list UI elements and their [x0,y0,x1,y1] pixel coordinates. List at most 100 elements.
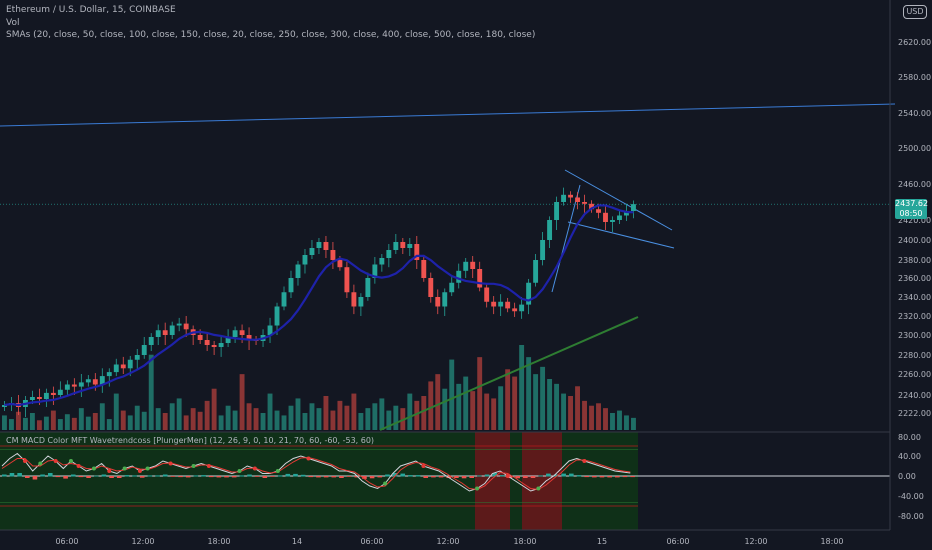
candle-body [134,355,140,360]
price-tick-label: 2580.00 [898,73,931,82]
volume-bar [365,408,371,430]
candle-body [274,306,280,326]
volume-bar [288,405,294,430]
time-tick-label: 06:00 [55,537,78,546]
resistance-line [0,103,896,127]
macd-histogram-bar [592,476,597,478]
volume-bar [533,374,539,430]
volume-bar [407,393,413,430]
volume-bar [421,396,427,430]
indicator-axis[interactable]: 80.00 40.00 0.00 -40.00 -80.00 [898,433,924,521]
candle-body [435,297,441,307]
macd-histogram-bar [622,476,628,478]
candle-body [288,278,294,293]
macd-histogram-bar [2,474,7,477]
candle-body [99,376,105,385]
macd-histogram-bar [484,474,490,477]
candle-body [554,202,560,220]
volume-bar [113,393,119,430]
macd-histogram-bar [40,474,45,477]
macd-histogram-bar [109,476,114,478]
candle-body [365,278,371,297]
volume-bar [519,345,525,430]
candle-body [218,343,224,347]
candle-body [547,220,553,240]
time-tick-label: 12:00 [744,537,767,546]
candle-body [379,258,385,265]
macd-histogram-bar [239,475,245,477]
volume-bar [218,415,224,430]
volume-bar [631,417,636,430]
bar-countdown: 08:50 [899,209,923,218]
volume-bar [344,405,350,430]
volume-bar [547,379,553,430]
macd-histogram-bar [308,476,314,478]
volume-bar [239,374,245,430]
volume-bar [85,416,91,430]
macd-histogram-bar [630,476,635,478]
volume-bar [393,405,399,430]
volume-bar [176,398,182,430]
candle-body [617,215,622,220]
volume-bar [92,413,98,430]
volume-bar [505,369,511,430]
volume-bar [57,419,63,430]
macd-histogram-bar [63,476,68,479]
volume-bar [337,400,343,430]
macd-histogram-bar [24,476,30,478]
macd-histogram-bar [346,476,352,477]
candle-body [561,194,567,202]
cross-dot [38,461,43,466]
trendlines[interactable] [0,103,896,431]
volume-bar [498,386,504,430]
time-axis[interactable]: 06:00 12:00 18:00 14 06:00 12:00 18:00 15 06:00 1… [0,529,890,546]
macd-histogram-bar [185,476,191,478]
macd-histogram-bar [461,476,467,479]
macd-histogram-bar [385,474,390,477]
cross-dot [91,466,96,471]
candle-body [351,292,357,307]
candle-body [2,405,7,407]
candle-body [155,330,161,337]
volume-bar [463,376,469,430]
candle-body [92,379,98,385]
price-axis[interactable]: 2620.00 2580.00 2540.00 2500.00 2460.00 2420.… [889,0,931,530]
macd-histogram-bar [500,475,505,477]
volume-bar [50,410,56,430]
candle-body [197,335,203,340]
volume-bar [225,405,231,430]
macd-histogram-bar [139,476,145,478]
time-tick-label: 12:00 [131,537,154,546]
volume-bar [491,398,497,430]
macd-histogram-bar [515,476,520,479]
volume-label: Vol [6,18,20,28]
candle-body [246,335,252,340]
candle-body [113,364,119,373]
macd-histogram-bar [523,476,528,478]
candle-body [386,250,392,258]
volume-bar [211,388,217,430]
candle-body [505,301,511,309]
time-tick-label: 06:00 [666,537,689,546]
candle-body [176,323,182,326]
indicator-tick-label: 80.00 [898,433,921,442]
cross-dot [505,474,510,478]
time-tick-label: 15 [597,537,607,546]
sma-label: SMAs (20, close, 50, close, 100, close, … [6,30,536,40]
volume-bar [204,400,210,430]
macd-histogram-bar [9,473,15,477]
volume-bar [330,410,336,430]
candle-body [372,264,378,278]
symbol-title: Ethereum / U.S. Dollar, 15, COINBASE [6,5,176,15]
macd-histogram-bar [546,473,551,477]
macd-histogram-bar [538,475,543,477]
candle-body [526,282,532,305]
currency-button[interactable]: USD [903,5,927,19]
candle-body [183,323,189,330]
macd-histogram-bar [377,476,383,478]
cross-dot [275,469,280,473]
time-tick-label: 06:00 [360,537,383,546]
macd-histogram-bar [86,476,91,478]
volume-bar [148,354,154,430]
